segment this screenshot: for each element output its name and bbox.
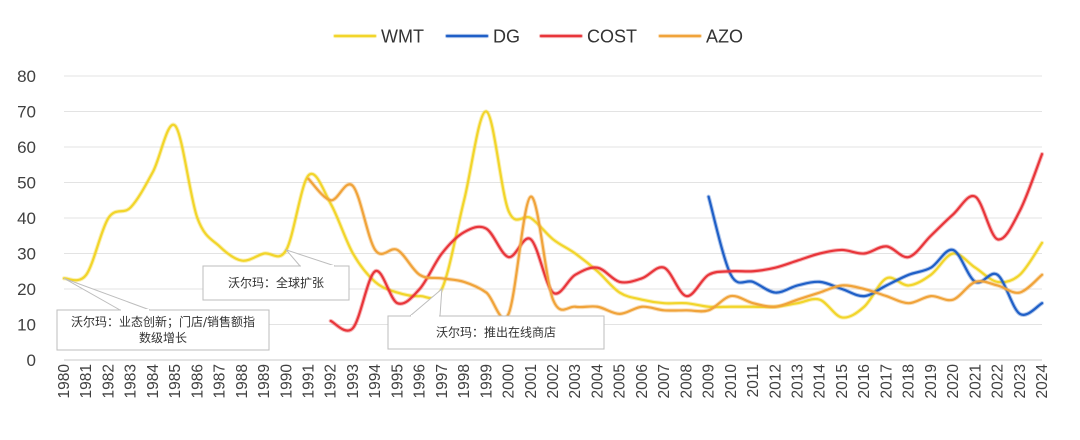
y-tick-label: 0 [27,351,36,370]
y-tick-label: 40 [17,209,36,228]
annotation-callout: 沃尔玛：推出在线商店 [387,287,605,350]
x-tick-label: 2018 [901,364,918,398]
x-tick-label: 2023 [1012,364,1029,398]
y-tick-label: 50 [17,174,36,193]
x-tick-label: 1989 [256,364,273,398]
x-tick-label: 2021 [967,364,984,398]
x-tick-label: 2007 [656,364,673,398]
x-tick-label: 1986 [189,364,206,398]
series-line-cost [329,153,1044,332]
legend-item-wmt: WMT [332,27,424,47]
x-tick-label: 1997 [434,364,451,398]
x-tick-label: 2004 [589,364,606,399]
x-tick-label: 2017 [878,364,895,398]
series-line-dg-glow [706,194,1045,317]
x-tick-label: 1993 [345,364,362,398]
x-tick-label: 2011 [745,364,762,397]
x-tick-label: 2016 [856,364,873,398]
x-tick-label: 2010 [723,364,740,399]
x-tick-label: 1981 [78,364,95,398]
legend-item-azo: AZO [657,27,743,47]
x-tick-label: 2019 [923,364,940,398]
x-tick-label: 2020 [945,364,962,399]
x-tick-label: 2005 [612,364,629,398]
callout-pointer [63,277,151,311]
callout-box [56,309,270,351]
series-line-dg [707,195,1044,316]
x-tick-label: 2009 [701,364,718,398]
x-tick-label: 1987 [212,364,229,398]
x-tick-label: 1983 [123,364,140,398]
x-tick-label: 1992 [323,364,340,398]
x-tick-label: 1994 [367,364,384,399]
x-tick-label: 2006 [634,364,651,398]
x-tick-label: 2003 [567,364,584,398]
legend-item-cost: COST [538,27,637,47]
x-tick-label: 1988 [234,364,251,398]
x-tick-label: 1995 [389,364,406,398]
y-axis-tick-labels: 0 10 20 30 40 50 60 70 80 [17,67,36,370]
x-tick-label: 2000 [501,364,518,399]
y-tick-label: 20 [17,280,36,299]
series-lines [61,109,1045,333]
legend-label: COST [587,27,637,47]
x-tick-label: 2002 [545,364,562,398]
y-tick-label: 80 [17,67,36,86]
x-tick-label: 2014 [812,364,829,399]
callout-text: 沃尔玛：推出在线商店 [436,325,556,340]
x-tick-label: 1980 [56,364,73,399]
annotation-callout: 沃尔玛：全球扩张 [202,248,350,301]
y-tick-label: 30 [17,245,36,264]
x-tick-label: 1998 [456,364,473,398]
series-line-azo [307,177,1044,320]
x-tick-label: 2015 [834,364,851,398]
x-axis-tick-labels: 1980 1981 1982 1983 1984 1985 1986 1987 1988 1989… [56,364,1051,399]
x-tick-label: 1996 [412,364,429,398]
callout-text: 沃尔玛：业态创新；门店/销售额指 [71,314,255,329]
x-tick-label: 2008 [678,364,695,398]
callout-box [387,315,605,350]
legend-label: AZO [706,27,743,47]
callout-text: 数级增长 [139,330,187,345]
y-tick-label: 10 [17,316,36,335]
legend: WMT DG COST AZO [332,27,743,47]
legend-label: DG [493,27,520,47]
x-tick-label: 1991 [301,364,318,398]
y-tick-label: 60 [17,138,36,157]
x-tick-label: 1982 [100,364,117,398]
callout-box [202,265,350,301]
x-tick-label: 2013 [790,364,807,398]
x-tick-label: 2012 [767,364,784,398]
x-tick-label: 1999 [478,364,495,398]
callout-pointer [284,248,336,267]
x-tick-label: 2001 [523,364,540,398]
x-tick-label: 1985 [167,364,184,398]
x-tick-label: 2024 [1034,364,1051,399]
legend-item-dg: DG [444,27,520,47]
x-tick-label: 1990 [278,364,295,399]
callout-text: 沃尔玛：全球扩张 [228,275,324,290]
x-tick-label: 1984 [145,364,162,399]
y-tick-label: 70 [17,103,36,122]
legend-label: WMT [381,27,424,47]
x-tick-label: 2022 [990,364,1007,398]
